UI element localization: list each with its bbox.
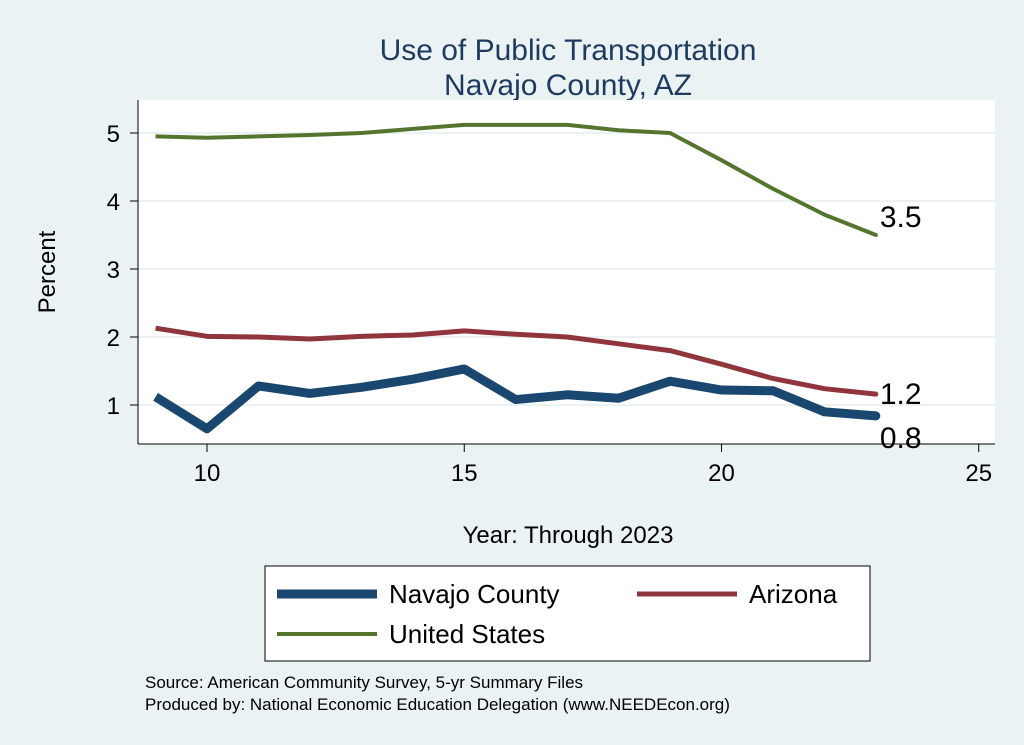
chart-title: Use of Public Transportation: [380, 34, 757, 67]
y-tick-label: 1: [107, 393, 120, 420]
y-tick-label: 2: [107, 325, 120, 352]
x-tick-label: 25: [965, 460, 992, 487]
legend-label-us: United States: [389, 619, 545, 649]
y-tick-label: 5: [107, 121, 120, 148]
x-tick-label: 15: [451, 460, 478, 487]
producer-note: Produced by: National Economic Education…: [145, 695, 730, 714]
end-point: [873, 233, 878, 237]
series-line-arizona: [155, 325, 877, 397]
end-label: 3.5: [880, 201, 922, 234]
series-line-united-states: [155, 122, 877, 237]
source-note: Source: American Community Survey, 5-yr …: [145, 673, 583, 692]
legend: Navajo County Arizona United States: [264, 565, 871, 662]
y-axis-label: Percent: [34, 230, 61, 313]
end-point: [873, 391, 879, 397]
y-tick-label: 3: [107, 257, 120, 284]
x-tick-label: 10: [194, 460, 221, 487]
series-line-navajo-county: [153, 364, 877, 434]
legend-label-arizona: Arizona: [749, 579, 838, 609]
end-label: 1.2: [880, 378, 922, 411]
legend-label-navajo: Navajo County: [389, 579, 560, 609]
end-label: 0.8: [880, 422, 922, 455]
y-tick-label: 4: [107, 189, 120, 216]
x-axis-label: Year: Through 2023: [463, 522, 674, 549]
x-tick-label: 20: [708, 460, 735, 487]
end-point: [871, 411, 881, 421]
chart-subtitle: Navajo County, AZ: [444, 69, 692, 102]
